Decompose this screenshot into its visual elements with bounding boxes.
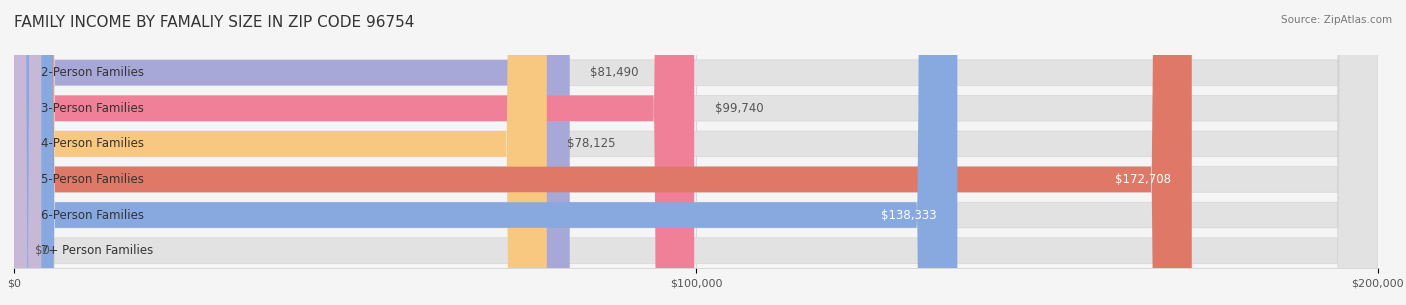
FancyBboxPatch shape <box>14 0 957 305</box>
FancyBboxPatch shape <box>14 0 1378 305</box>
Text: FAMILY INCOME BY FAMALIY SIZE IN ZIP CODE 96754: FAMILY INCOME BY FAMALIY SIZE IN ZIP COD… <box>14 15 415 30</box>
Text: Source: ZipAtlas.com: Source: ZipAtlas.com <box>1281 15 1392 25</box>
Text: 2-Person Families: 2-Person Families <box>41 66 145 79</box>
FancyBboxPatch shape <box>14 0 1378 305</box>
FancyBboxPatch shape <box>14 0 695 305</box>
Text: 5-Person Families: 5-Person Families <box>41 173 145 186</box>
Text: $172,708: $172,708 <box>1115 173 1171 186</box>
Text: $99,740: $99,740 <box>714 102 763 115</box>
FancyBboxPatch shape <box>14 0 1378 305</box>
Text: $81,490: $81,490 <box>591 66 638 79</box>
Text: $78,125: $78,125 <box>567 137 616 150</box>
FancyBboxPatch shape <box>14 0 1378 305</box>
FancyBboxPatch shape <box>14 0 41 305</box>
Text: $0: $0 <box>35 244 49 257</box>
Text: 4-Person Families: 4-Person Families <box>41 137 145 150</box>
FancyBboxPatch shape <box>14 0 547 305</box>
Text: 7+ Person Families: 7+ Person Families <box>41 244 153 257</box>
Text: 6-Person Families: 6-Person Families <box>41 209 145 221</box>
Text: 3-Person Families: 3-Person Families <box>41 102 145 115</box>
FancyBboxPatch shape <box>14 0 1378 305</box>
Text: $138,333: $138,333 <box>882 209 936 221</box>
FancyBboxPatch shape <box>14 0 569 305</box>
FancyBboxPatch shape <box>14 0 1378 305</box>
FancyBboxPatch shape <box>14 0 1192 305</box>
